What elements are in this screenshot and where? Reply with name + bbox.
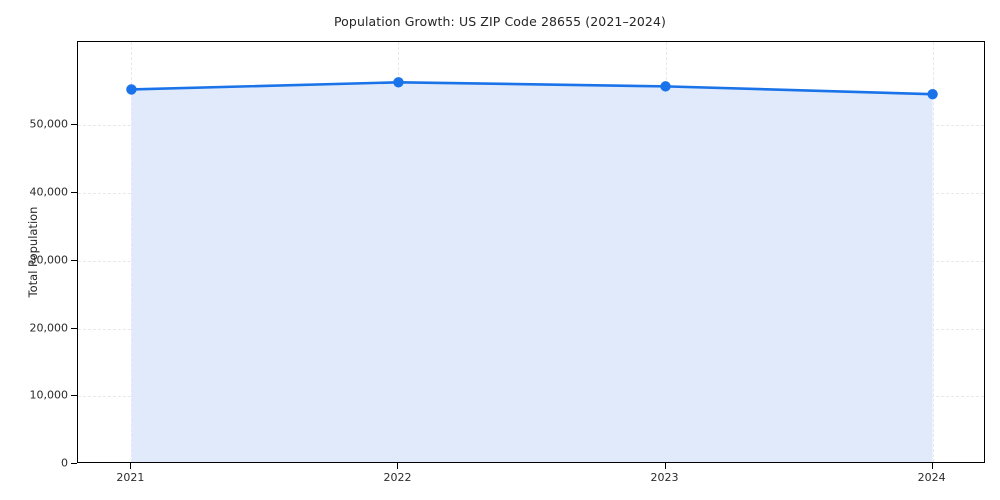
data-point-2024 — [927, 88, 938, 100]
x-axis-tick-label-1: 2022 — [383, 471, 412, 484]
x-axis-tick-label-3: 2024 — [917, 471, 946, 484]
y-axis-tick-mark-2 — [71, 327, 77, 329]
y-axis-tick-mark-3 — [71, 259, 77, 261]
data-point-2021 — [126, 84, 137, 95]
x-axis-tick-mark-0 — [130, 463, 132, 469]
y-axis-tick-label-1: 10,000 — [29, 388, 69, 402]
chart-title: Population Growth: US ZIP Code 28655 (20… — [333, 14, 667, 29]
y-axis-tick-label-3: 30,000 — [29, 253, 69, 267]
y-axis-tick-mark-5 — [71, 124, 77, 126]
plot-area — [77, 41, 985, 463]
x-axis-tick-mark-3 — [931, 463, 933, 469]
x-axis-tick-mark-1 — [397, 463, 399, 469]
y-axis-tick-label-0: 0 — [61, 456, 68, 470]
grid-line-vertical-3 — [932, 42, 934, 462]
y-axis-tick-label-4: 40,000 — [29, 185, 69, 199]
x-axis-tick-mark-2 — [664, 463, 666, 469]
data-point-2023 — [660, 81, 671, 92]
y-axis-tick-mark-0 — [71, 463, 77, 464]
data-point-2022 — [393, 77, 404, 88]
series-line — [130, 80, 934, 96]
area-fill — [131, 82, 933, 462]
y-axis-tick-mark-4 — [71, 192, 77, 194]
x-axis-tick-label-2: 2023 — [650, 471, 679, 484]
y-axis-tick-label-2: 20,000 — [29, 321, 69, 335]
data-point-markers — [126, 77, 938, 100]
y-axis-tick-mark-1 — [71, 395, 77, 397]
x-axis-tick-label-0: 2021 — [116, 471, 145, 484]
y-axis-tick-label-5: 50,000 — [29, 117, 69, 131]
y-axis-tick-labels: 0 10,000 20,000 30,000 40,000 50,000 — [0, 0, 69, 500]
series-line-chart — [126, 77, 938, 462]
